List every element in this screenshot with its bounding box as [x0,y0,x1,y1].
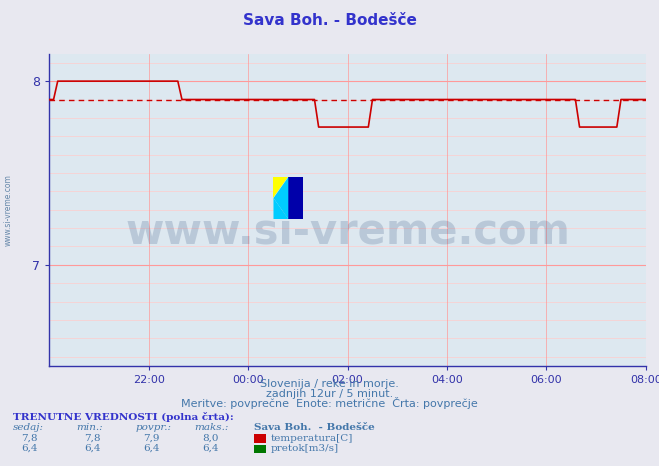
Text: www.si-vreme.com: www.si-vreme.com [3,174,13,246]
Text: 6,4: 6,4 [84,444,101,453]
Text: zadnjih 12ur / 5 minut.: zadnjih 12ur / 5 minut. [266,389,393,399]
Text: Sava Boh. - Bodešče: Sava Boh. - Bodešče [243,14,416,28]
Text: www.si-vreme.com: www.si-vreme.com [125,211,570,253]
Text: 8,0: 8,0 [202,433,219,443]
Text: temperatura[C]: temperatura[C] [271,433,353,443]
Polygon shape [273,198,289,219]
Text: 7,8: 7,8 [84,433,101,443]
Text: 7,9: 7,9 [143,433,160,443]
Text: min.:: min.: [76,423,102,432]
Text: 6,4: 6,4 [21,444,38,453]
Text: maks.:: maks.: [194,423,229,432]
Text: Meritve: povprečne  Enote: metrične  Črta: povprečje: Meritve: povprečne Enote: metrične Črta:… [181,397,478,409]
Text: 6,4: 6,4 [143,444,160,453]
Text: sedaj:: sedaj: [13,423,44,432]
Text: Slovenija / reke in morje.: Slovenija / reke in morje. [260,379,399,390]
Text: povpr.:: povpr.: [135,423,171,432]
Polygon shape [273,177,289,198]
Text: 7,8: 7,8 [21,433,38,443]
Text: Sava Boh.  - Bodešče: Sava Boh. - Bodešče [254,423,374,432]
Text: TRENUTNE VREDNOSTI (polna črta):: TRENUTNE VREDNOSTI (polna črta): [13,412,234,422]
Polygon shape [289,177,303,219]
Polygon shape [273,177,289,219]
Text: 6,4: 6,4 [202,444,219,453]
Text: pretok[m3/s]: pretok[m3/s] [271,444,339,453]
